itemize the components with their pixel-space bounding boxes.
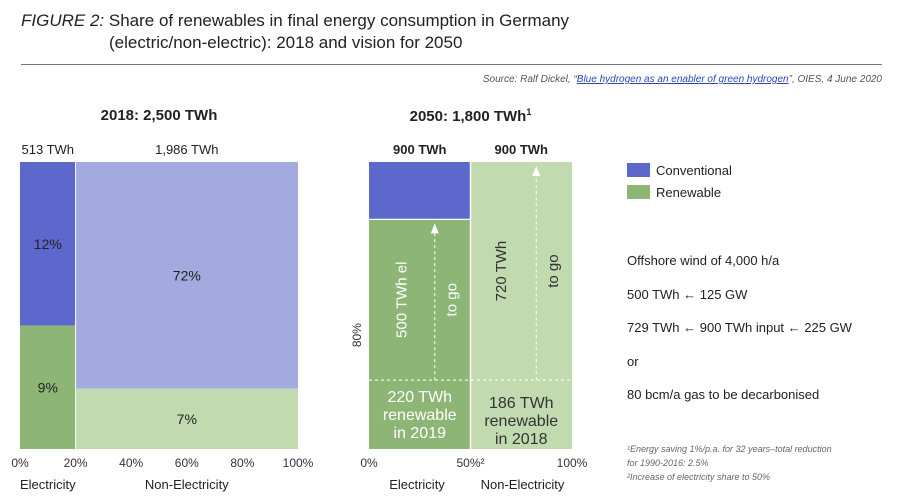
legend-label-renewable: Renewable [656,184,722,200]
chart2-bar-renewable [369,219,471,449]
chart2-arrow-head [532,166,541,176]
figure-title: FIGURE 2: Share of renewables in final e… [21,10,569,54]
source-link[interactable]: Blue hydrogen as an enabler of green hyd… [576,74,789,85]
note-line: 80 bcm/a gas to be decarbonised [627,387,820,402]
chart1-data-label: 12% [34,236,62,252]
chart1-data-label: 9% [38,379,58,395]
chart1-data-label: 7% [177,411,197,427]
chart1-bar-conventional [75,162,298,389]
chart1-category-label: Non-Electricity [145,477,229,492]
chart2-base-label: in 2018 [495,431,548,448]
footnote-line: for 1990-2016: 2.5% [627,458,709,468]
chart1-x-tick: 0% [11,456,29,470]
chart1-title: 2018: 2,500 TWh [100,107,218,124]
chart2-title-text: 2050: 1,800 TWh [409,108,527,125]
chart1-bar-renewable [75,388,298,449]
chart2-category-label: Electricity [389,477,445,492]
legend-item-renewable: Renewable [627,181,732,203]
footnote-line: ²Increase of electricity share to 50% [627,472,771,482]
chart2-x-tick: 0% [360,456,378,470]
note-line: or [627,353,639,369]
chart2-bar-renewable [470,162,572,449]
title-divider [21,64,882,65]
legend-swatch-renewable [627,185,650,199]
chart1-x-tick: 100% [283,456,314,470]
chart2-to-go-label: 720 TWh [493,241,510,302]
chart2-to-go-label: 500 TWh el [394,262,411,338]
footnotes: ¹Energy saving 1%/p.a. for 32 years–tota… [627,442,832,484]
chart2-base-label: 220 TWh [387,389,452,406]
footnote-line: ¹Energy saving 1%/p.a. for 32 years–tota… [627,444,832,454]
chart1-category-label: Electricity [20,477,76,492]
chart2-x-tick: 100% [557,456,588,470]
source-suffix: ”, OIES, 4 June 2020 [788,74,882,85]
legend: Conventional Renewable [627,159,732,203]
chart2-to-go-label: to go [444,283,461,316]
source-line: Source: Ralf Dickel, “Blue hydrogen as a… [483,74,882,85]
chart1-column-total: 1,986 TWh [155,142,218,157]
chart2-column-total: 900 TWh [393,142,447,157]
chart1-column-total: 513 TWh [22,142,75,157]
chart1-x-tick: 80% [230,456,254,470]
chart2-title: 2050: 1,800 TWh1 [369,107,572,125]
chart2-bar-conventional [369,162,471,220]
title-line-1: Share of renewables in final energy cons… [108,11,570,30]
chart2-base-label: renewable [383,407,457,424]
chart1-x-tick: 20% [64,456,88,470]
note-line: Offshore wind of 4,000 h/a [627,253,780,268]
chart1-x-tick: 40% [119,456,143,470]
chart2-base-label: in 2019 [394,425,447,442]
chart1-x-tick: 60% [175,456,199,470]
chart2-x-tick: 50%² [456,456,484,470]
chart2-to-go-label: to go [545,254,562,287]
chart2-base-label: 186 TWh [489,395,554,412]
chart2-base-label: renewable [484,413,558,430]
chart2-arrow-head [430,223,439,234]
source-prefix: Source: Ralf Dickel, “ [482,74,577,85]
title-line-2: (electric/non-electric): 2018 and vision… [109,33,463,52]
chart2-column-total: 900 TWh [495,142,549,157]
note-line: 729 TWh ← 900 TWh input ← 225 GW [627,320,852,335]
chart1-data-label: 72% [173,267,201,283]
note-line: 500 TWh ← 125 GW [627,286,748,302]
offshore-notes: Offshore wind of 4,000 h/a 500 TWh ← 125… [627,244,852,412]
legend-label-conventional: Conventional [656,162,732,178]
chart1-bar-conventional [20,162,76,326]
chart2-title-footnote-mark: 1 [526,107,532,117]
chart2-category-label: Non-Electricity [481,477,565,492]
figure-label: FIGURE 2: [21,11,105,30]
chart1-bar-renewable [20,325,76,449]
legend-swatch-conventional [627,163,650,177]
chart2-side-label: 80% [350,323,364,347]
legend-item-conventional: Conventional [627,159,732,181]
